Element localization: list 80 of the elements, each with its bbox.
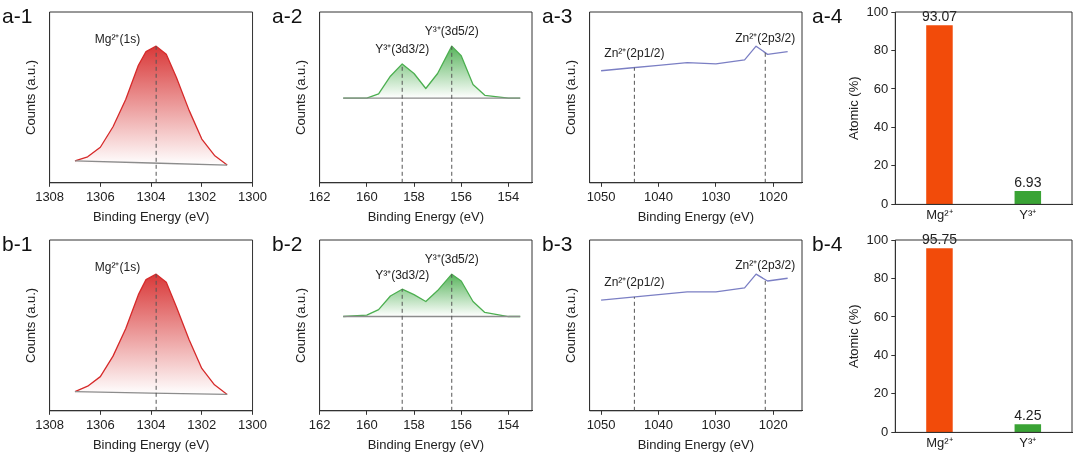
x-axis-title: Binding Energy (eV) <box>367 208 484 224</box>
x-tick-label: 1300 <box>238 189 267 205</box>
x-tick-label: Mg²⁺ <box>926 206 953 222</box>
x-tick-label: 1308 <box>35 417 65 433</box>
x-tick-label: 1306 <box>85 417 115 433</box>
x-axis-title: Binding Energy (eV) <box>367 436 484 452</box>
y-tick-label: 40 <box>873 119 889 135</box>
x-axis-title: Binding Energy (eV) <box>637 436 754 452</box>
x-tick-label: 1030 <box>701 189 731 205</box>
y-axis-title: Atomic (%) <box>846 304 862 368</box>
ref-line-label: Y³⁺(3d5/2) <box>424 252 479 267</box>
y-axis-title: Counts (a.u.) <box>563 287 579 363</box>
x-tick-label: 162 <box>308 189 331 205</box>
x-tick-label: 158 <box>403 417 425 433</box>
data-label: 4.25 <box>1014 407 1042 424</box>
chart-title: a-2 <box>272 4 303 28</box>
x-tick-label: 154 <box>497 417 520 433</box>
x-axis-title: Binding Energy (eV) <box>92 208 210 224</box>
x-tick-label: 1302 <box>187 417 217 433</box>
x-tick-label: Y³⁺ <box>1019 206 1037 222</box>
x-tick-label: 1308 <box>35 189 65 205</box>
x-tick-label: Y³⁺ <box>1019 434 1037 450</box>
ref-line-label: Y³⁺(3d3/2) <box>375 42 430 57</box>
y-axis-title: Counts (a.u.) <box>563 59 579 135</box>
chart-title: a-4 <box>812 4 843 28</box>
x-tick-label: 154 <box>497 189 520 205</box>
y-axis-title: Atomic (%) <box>846 76 862 140</box>
ref-line-label: Mg²⁺(1s) <box>94 32 141 47</box>
ref-line-label: Zn²⁺(2p3/2) <box>735 257 796 272</box>
data-label: 93.07 <box>921 8 958 25</box>
y-tick-label: 100 <box>866 231 889 247</box>
y-tick-label: 60 <box>873 80 889 96</box>
y-axis-title: Counts (a.u.) <box>23 287 39 363</box>
y-tick-label: 80 <box>873 270 889 286</box>
chart-title: b-4 <box>812 232 843 256</box>
y-tick-label: 0 <box>881 423 889 439</box>
x-tick-label: 1304 <box>136 417 166 433</box>
y-tick-label: 100 <box>866 3 889 19</box>
x-tick-label: 1306 <box>85 189 115 205</box>
data-label: 6.93 <box>1014 173 1042 190</box>
x-tick-label: 1050 <box>586 417 616 433</box>
x-tick-label: 1030 <box>701 417 731 433</box>
ref-line-label: Y³⁺(3d5/2) <box>424 24 479 39</box>
y-tick-label: 80 <box>873 42 889 58</box>
y-tick-label: 40 <box>873 347 889 363</box>
y-tick-label: 20 <box>873 157 889 173</box>
ref-line-label: Mg²⁺(1s) <box>94 260 141 275</box>
chart-title: b-1 <box>2 232 33 256</box>
x-tick-label: 1020 <box>758 417 788 433</box>
x-tick-label: 160 <box>355 417 378 433</box>
x-tick-label: 1040 <box>644 417 673 433</box>
chart-title: b-2 <box>272 232 303 256</box>
chart-title: a-1 <box>2 4 33 28</box>
x-tick-label: 1050 <box>586 189 616 205</box>
chart-title: b-3 <box>542 232 573 256</box>
x-tick-label: 156 <box>450 417 473 433</box>
ref-line-label: Y³⁺(3d3/2) <box>375 267 430 282</box>
y-tick-label: 20 <box>873 385 889 401</box>
x-tick-label: 160 <box>355 189 378 205</box>
x-tick-label: 1040 <box>644 189 673 205</box>
y-tick-label: 60 <box>873 308 889 324</box>
data-label: 95.75 <box>921 231 958 248</box>
y-axis-title: Counts (a.u.) <box>293 59 309 135</box>
y-tick-label: 0 <box>881 195 889 211</box>
x-tick-label: 1020 <box>758 189 788 205</box>
x-tick-label: 1300 <box>238 417 267 433</box>
ref-line-label: Zn²⁺(2p3/2) <box>735 31 796 46</box>
x-tick-label: Mg²⁺ <box>926 434 953 450</box>
y-axis-title: Counts (a.u.) <box>23 59 39 135</box>
ref-line-label: Zn²⁺(2p1/2) <box>604 45 665 60</box>
x-tick-label: 156 <box>450 189 473 205</box>
x-tick-label: 162 <box>308 417 331 433</box>
x-tick-label: 158 <box>403 189 425 205</box>
ref-line-label: Zn²⁺(2p1/2) <box>604 275 665 290</box>
x-axis-title: Binding Energy (eV) <box>637 208 754 224</box>
x-axis-title: Binding Energy (eV) <box>92 436 210 452</box>
x-tick-label: 1304 <box>136 189 166 205</box>
y-axis-title: Counts (a.u.) <box>293 287 309 363</box>
x-tick-label: 1302 <box>187 189 217 205</box>
chart-title: a-3 <box>542 4 573 28</box>
